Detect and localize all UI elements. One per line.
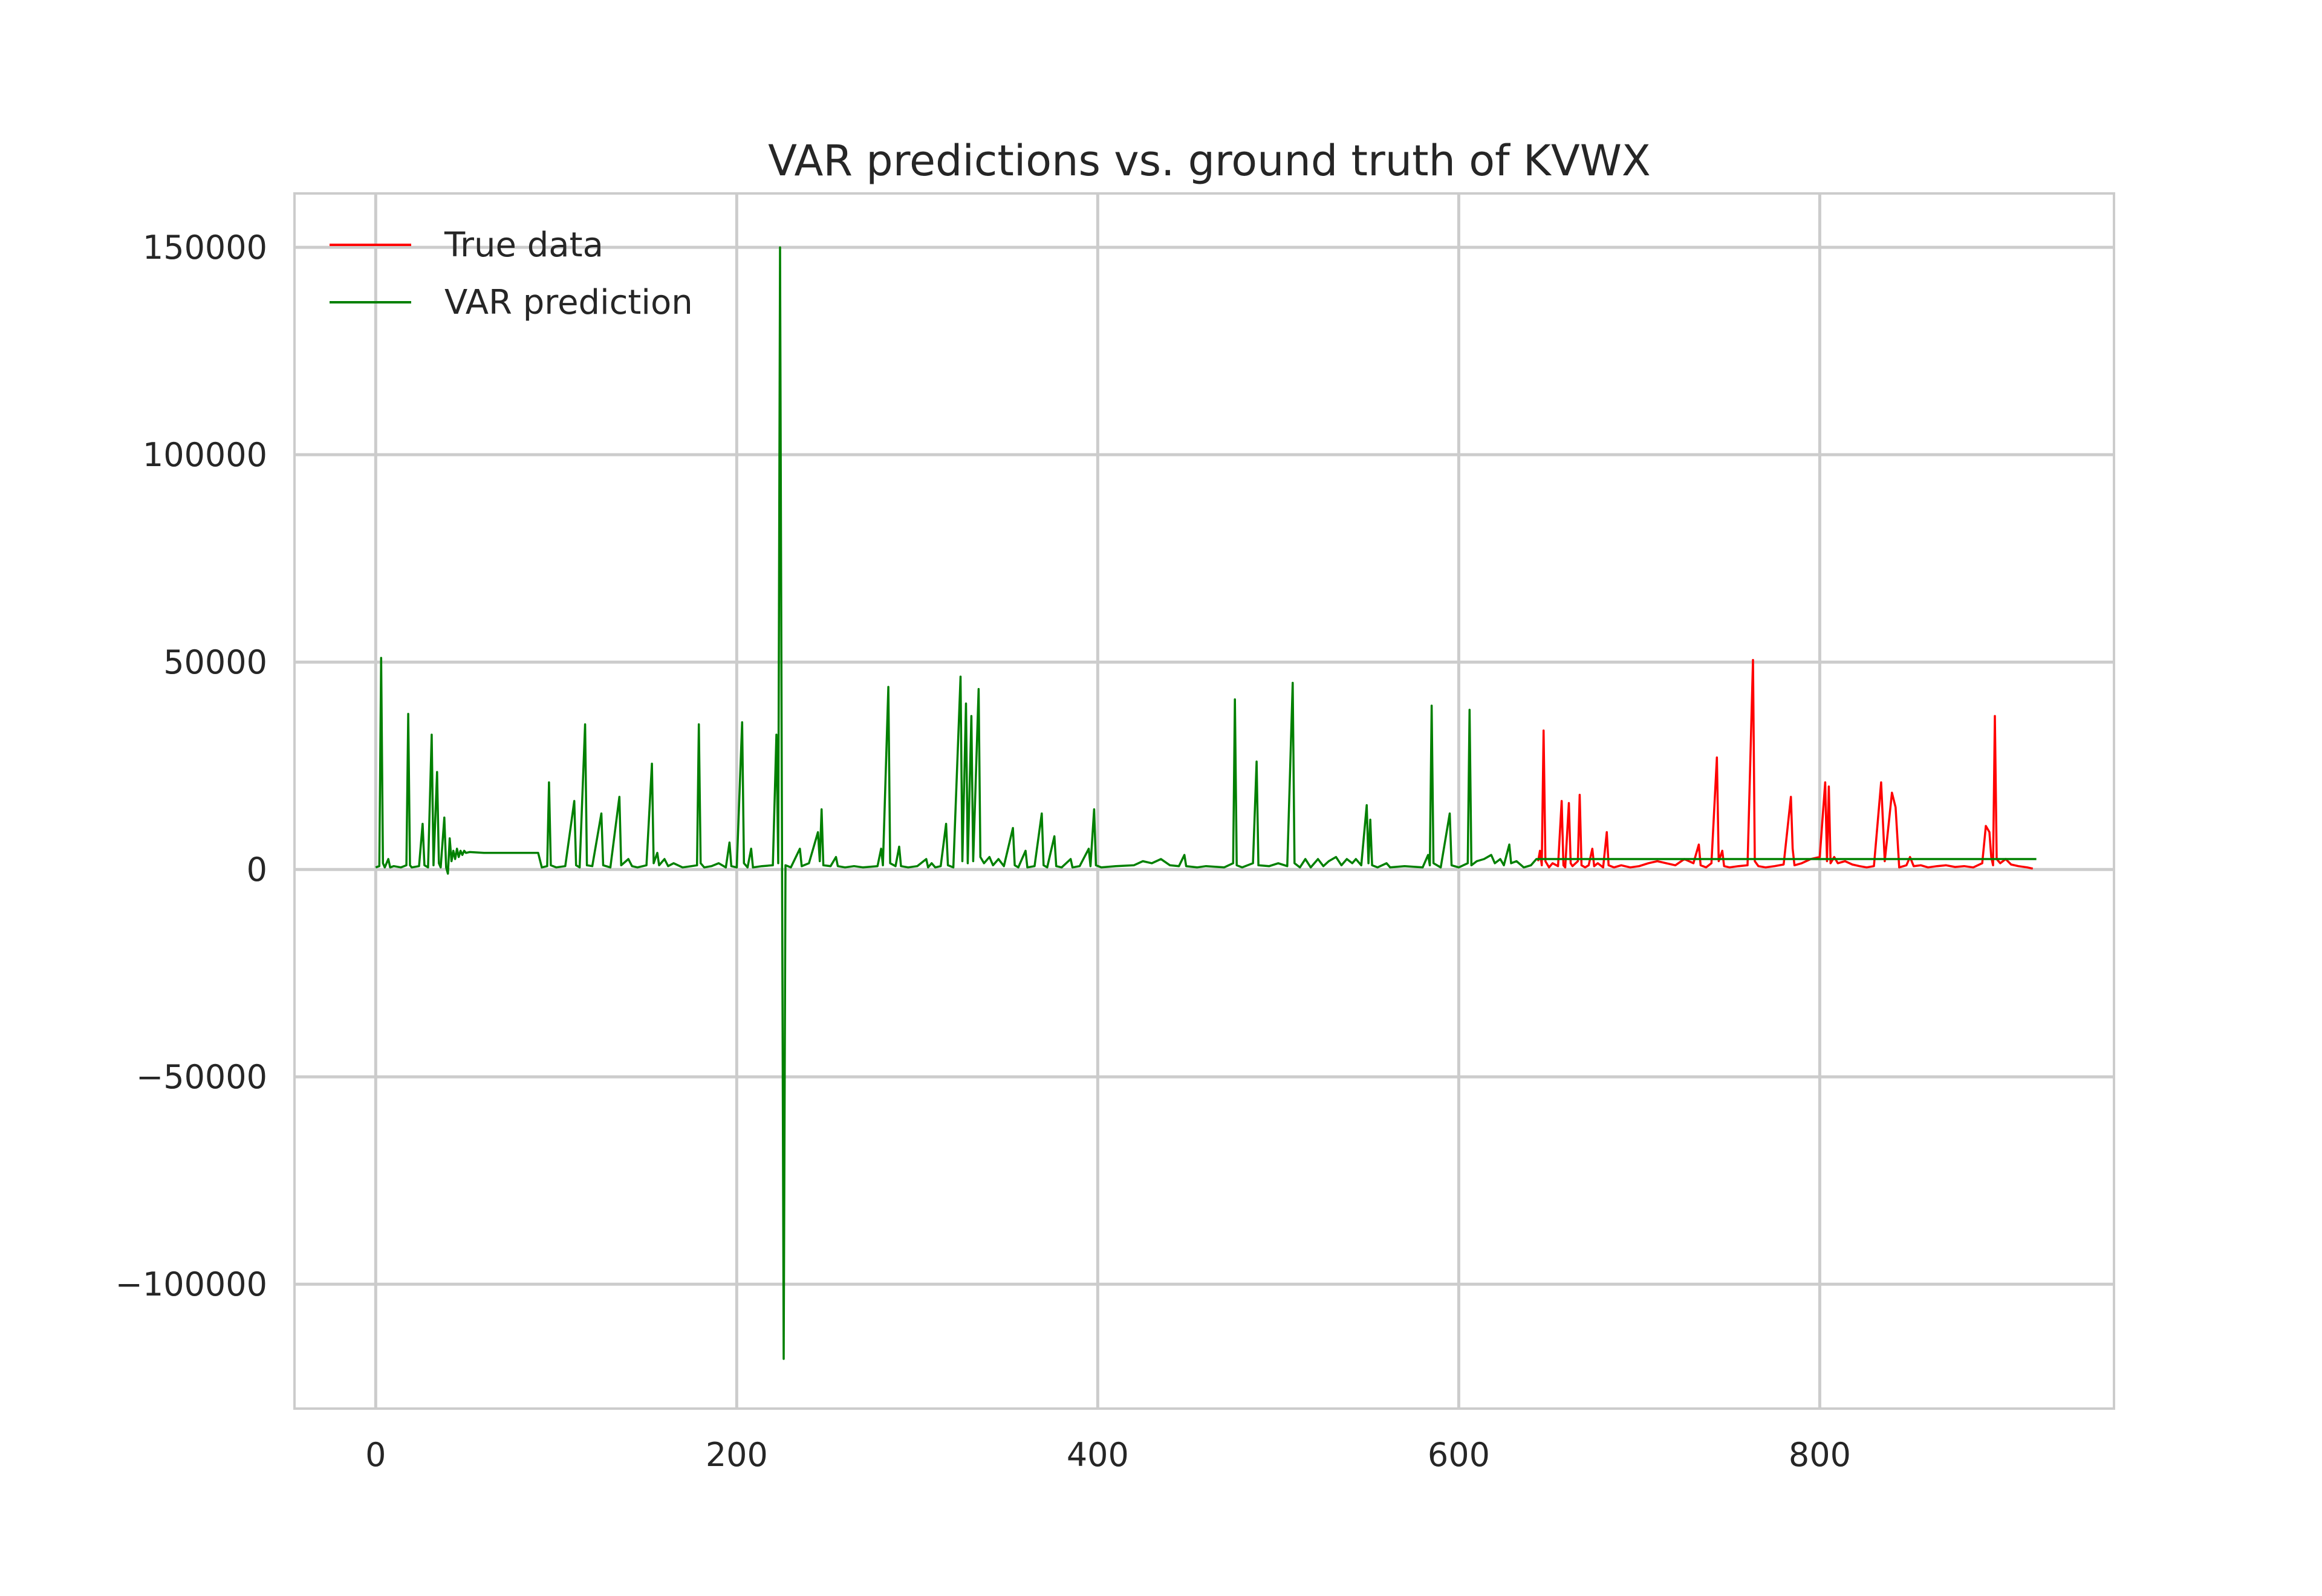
chart-title: VAR predictions vs. ground truth of KVWX xyxy=(768,136,1651,186)
legend-label-var-prediction: VAR prediction xyxy=(444,283,693,322)
x-tick-label-1: 200 xyxy=(706,1436,768,1474)
series-line-var-prediction xyxy=(375,246,2037,1360)
legend-label-true-data: True data xyxy=(444,225,603,265)
y-tick-label-2: 0 xyxy=(247,851,267,889)
series-layer xyxy=(375,246,2037,1360)
y-tick-label-0: −100000 xyxy=(115,1265,267,1303)
series-line-true-data xyxy=(1537,659,2034,870)
x-tick-label-3: 600 xyxy=(1428,1436,1490,1474)
y-tick-label-5: 150000 xyxy=(143,229,267,267)
x-tick-labels: 0 200 400 600 800 xyxy=(365,1436,1851,1474)
plot-frame xyxy=(293,192,2115,1410)
y-tick-label-4: 100000 xyxy=(143,436,267,474)
x-tick-label-0: 0 xyxy=(365,1436,386,1474)
x-tick-label-4: 800 xyxy=(1789,1436,1851,1474)
plot-area xyxy=(293,192,2115,1410)
y-tick-label-1: −50000 xyxy=(136,1058,267,1096)
y-tick-label-3: 50000 xyxy=(163,643,267,681)
x-gridlines xyxy=(374,193,1821,1409)
legend: True data VAR prediction xyxy=(330,225,693,322)
y-gridlines xyxy=(294,245,2114,1286)
x-tick-label-2: 400 xyxy=(1067,1436,1129,1474)
y-tick-labels: −100000 −50000 0 50000 100000 150000 xyxy=(115,229,267,1303)
